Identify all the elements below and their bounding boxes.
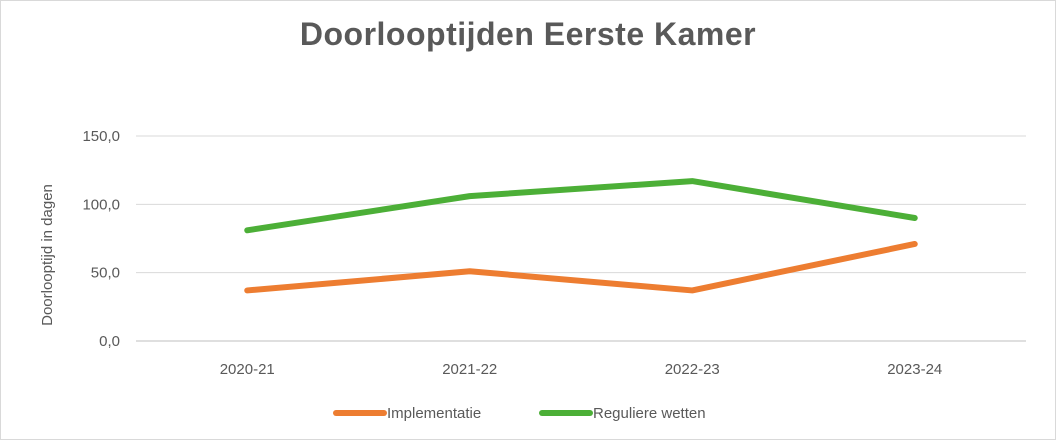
x-tick-label: 2022-23 (665, 361, 720, 378)
y-tick-label: 100,0 (82, 196, 120, 213)
x-tick-label: 2021-22 (442, 361, 497, 378)
y-tick-label: 150,0 (82, 128, 120, 145)
series-line-implementatie (244, 240, 918, 294)
legend-label: Reguliere wetten (593, 405, 706, 422)
series-line-reguliere-wetten (244, 178, 918, 234)
y-tick-label: 50,0 (91, 265, 120, 282)
y-tick-label: 0,0 (99, 333, 120, 350)
y-axis-title: Doorlooptijd in dagen (39, 184, 56, 326)
x-tick-label: 2023-24 (887, 361, 942, 378)
chart-title: Doorlooptijden Eerste Kamer (299, 16, 757, 52)
legend-label: Implementatie (387, 405, 481, 422)
x-tick-label: 2020-21 (220, 361, 275, 378)
